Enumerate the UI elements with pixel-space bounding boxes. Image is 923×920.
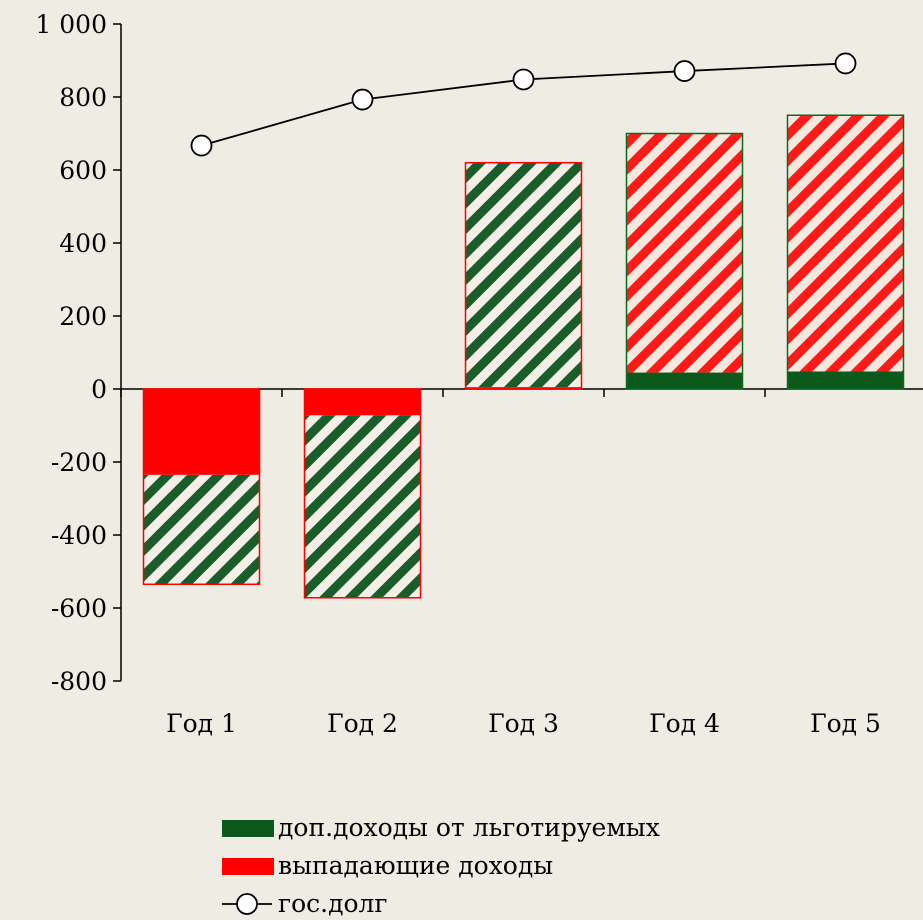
bar-hatched-segment xyxy=(626,133,743,373)
bar-hatched-segment xyxy=(465,162,582,388)
x-tick-label: Год 1 xyxy=(166,709,237,738)
bar-hatched-segment xyxy=(787,115,904,372)
bar-hatched-segment xyxy=(143,474,260,585)
y-tick-label: 800 xyxy=(59,83,107,112)
x-tick-label: Год 5 xyxy=(810,709,881,738)
legend-label: доп.доходы от льготируемых xyxy=(278,813,660,842)
legend-item-гос-долг: гос.долг xyxy=(222,889,388,918)
legend-label: выпадающие доходы xyxy=(278,851,553,880)
legend-label: гос.долг xyxy=(278,889,388,918)
bar-3 xyxy=(464,161,583,390)
bar-2 xyxy=(303,388,422,599)
legend-item-доп-доходы-от-льготируемых: доп.доходы от льготируемых xyxy=(222,813,660,842)
legend: доп.доходы от льготируемых выпадающие дох… xyxy=(222,813,660,918)
legend-swatch xyxy=(222,858,274,875)
bar-outline xyxy=(625,132,744,390)
gos-dolg-point xyxy=(190,134,213,157)
bar-1 xyxy=(142,388,261,586)
bar-hatched-segment xyxy=(304,415,421,598)
legend-swatch xyxy=(222,820,274,837)
gos-dolg-point xyxy=(673,60,696,82)
bar-5 xyxy=(786,114,905,390)
gos-dolg-point xyxy=(512,68,535,91)
gos-dolg-point xyxy=(834,52,857,75)
bars xyxy=(142,114,905,599)
y-tick-label: 400 xyxy=(59,229,107,258)
y-tick-label: -400 xyxy=(51,521,107,550)
bar-solid-segment xyxy=(304,389,421,416)
y-tick-label: 0 xyxy=(91,375,107,404)
gos-dolg-point xyxy=(351,88,374,111)
bar-outline xyxy=(464,161,583,390)
bar-solid-segment xyxy=(143,389,260,475)
legend-item-выпадающие-доходы: выпадающие доходы xyxy=(222,851,553,880)
bar-solid-segment xyxy=(626,372,743,389)
bar-outline xyxy=(142,388,261,586)
bar-solid-segment xyxy=(787,371,904,389)
y-tick-label: -800 xyxy=(51,667,107,696)
y-tick-label: -200 xyxy=(51,448,107,477)
bar-solid-segment xyxy=(465,387,582,389)
x-tick-label: Год 4 xyxy=(649,709,720,738)
legend-marker-icon xyxy=(236,893,258,915)
x-tick-label: Год 2 xyxy=(327,709,398,738)
bar-4 xyxy=(625,132,744,390)
bar-outline xyxy=(786,114,905,390)
y-tick-label: -600 xyxy=(51,594,107,623)
y-tick-label: 1 000 xyxy=(35,10,107,39)
gos-dolg-line-series xyxy=(190,52,857,157)
bar-outline xyxy=(303,388,422,599)
y-axis: 1 000 800 600 400 200 0 -200 -400 -600 -800 xyxy=(35,10,122,696)
y-tick-label: 200 xyxy=(59,302,107,331)
y-tick-label: 600 xyxy=(59,156,107,185)
x-tick-label: Год 3 xyxy=(488,709,559,738)
